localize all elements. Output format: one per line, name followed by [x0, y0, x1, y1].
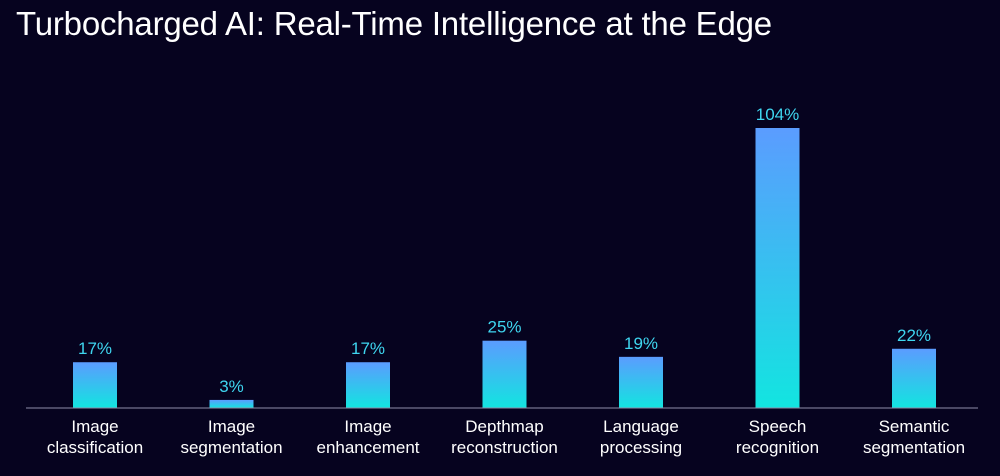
category-label: Language: [603, 417, 679, 436]
bar: [346, 362, 390, 408]
page-title: Turbocharged AI: Real-Time Intelligence …: [16, 5, 772, 42]
bar: [73, 362, 117, 408]
value-label: 22%: [897, 326, 931, 345]
category-label: enhancement: [316, 438, 419, 457]
value-label: 104%: [756, 105, 799, 124]
category-label: Semantic: [879, 417, 950, 436]
value-labels-group: 17% 3% 17% 25% 19% 104% 22%: [78, 105, 931, 396]
value-label: 17%: [351, 339, 385, 358]
bar: [892, 348, 936, 408]
category-labels-group: Image classification Image segmentation Imag…: [47, 417, 965, 457]
bar: [482, 340, 527, 408]
category-label: segmentation: [863, 438, 965, 457]
value-label: 25%: [487, 318, 521, 337]
category-label: Speech: [749, 417, 807, 436]
category-label: Image: [71, 417, 118, 436]
value-label: 17%: [78, 339, 112, 358]
bar: [755, 128, 800, 408]
category-label: recognition: [736, 438, 819, 457]
bar: [209, 399, 254, 408]
category-label: segmentation: [180, 438, 282, 457]
category-label: Depthmap: [465, 417, 543, 436]
category-label: reconstruction: [451, 438, 558, 457]
bar: [619, 356, 663, 408]
category-label: classification: [47, 438, 143, 457]
category-label: processing: [600, 438, 682, 457]
category-label: Image: [344, 417, 391, 436]
value-label: 3%: [219, 377, 244, 396]
bars-group: [73, 128, 936, 408]
value-label: 19%: [624, 334, 658, 353]
category-label: Image: [208, 417, 255, 436]
